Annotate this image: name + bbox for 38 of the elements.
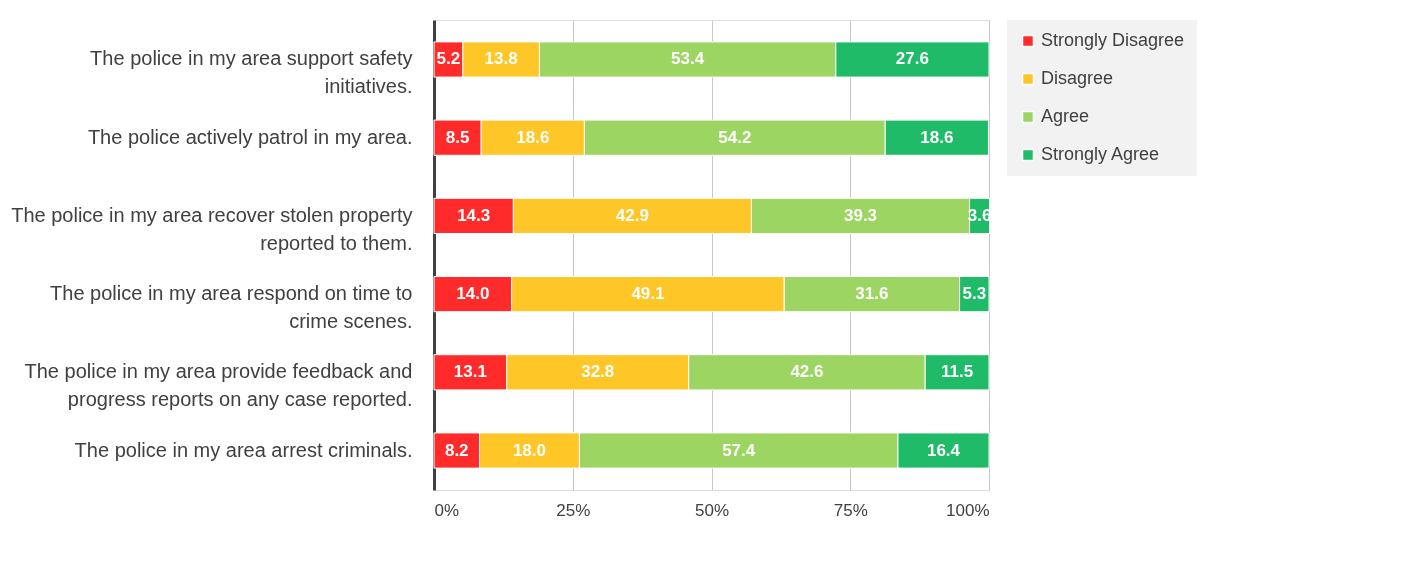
data-label: 18.0 [512,440,547,460]
data-label: 27.6 [895,49,929,69]
legend-label: Strongly Disagree [1041,30,1185,50]
data-label: 18.6 [920,127,954,147]
data-label: 8.2 [444,440,469,460]
x-tick-label: 25% [556,500,591,520]
legend-label: Disagree [1041,68,1114,88]
y-tick-label: The police in my area support safety initiatives. [90,47,413,98]
x-tick-label: 100% [946,500,990,520]
legend-label: Agree [1041,106,1090,126]
data-label: 32.8 [581,362,615,382]
y-tick-label: The police in my area arrest criminals. [74,438,413,461]
legend-label: Strongly Agree [1041,144,1160,164]
x-tick-label: 0% [434,500,460,520]
data-label: 13.8 [484,49,518,69]
data-label: 39.3 [843,205,878,225]
data-label: 18.6 [516,127,550,147]
data-label: 11.5 [941,362,974,382]
y-tick-label: The police in my area respond on time to crime scenes. [50,282,413,333]
data-label: 13.1 [453,362,487,382]
x-tick-label: 50% [694,500,730,520]
y-tick-label: The police actively patrol in my area. [87,125,413,148]
data-label: 14.3 [457,205,491,225]
data-label: 57.4 [722,440,756,460]
data-label: 42.9 [615,205,649,225]
y-tick-label: The police in my area recover stolen property reported to them. [11,203,413,254]
data-label: 42.6 [790,362,824,382]
data-label: 49.1 [631,284,665,304]
data-label: 14.0 [456,284,490,304]
data-label: 16.4 [926,440,961,460]
data-label: 5.3 [962,284,987,304]
data-label: 31.6 [855,284,889,304]
data-label: 8.5 [445,127,470,147]
data-label: 54.2 [718,127,752,147]
data-label: 53.4 [671,49,705,69]
y-tick-label: The police in my area provide feedback and progress reports on any case reported. [24,360,413,411]
data-label: 5.2 [436,49,461,69]
x-tick-label: 75% [833,500,868,520]
